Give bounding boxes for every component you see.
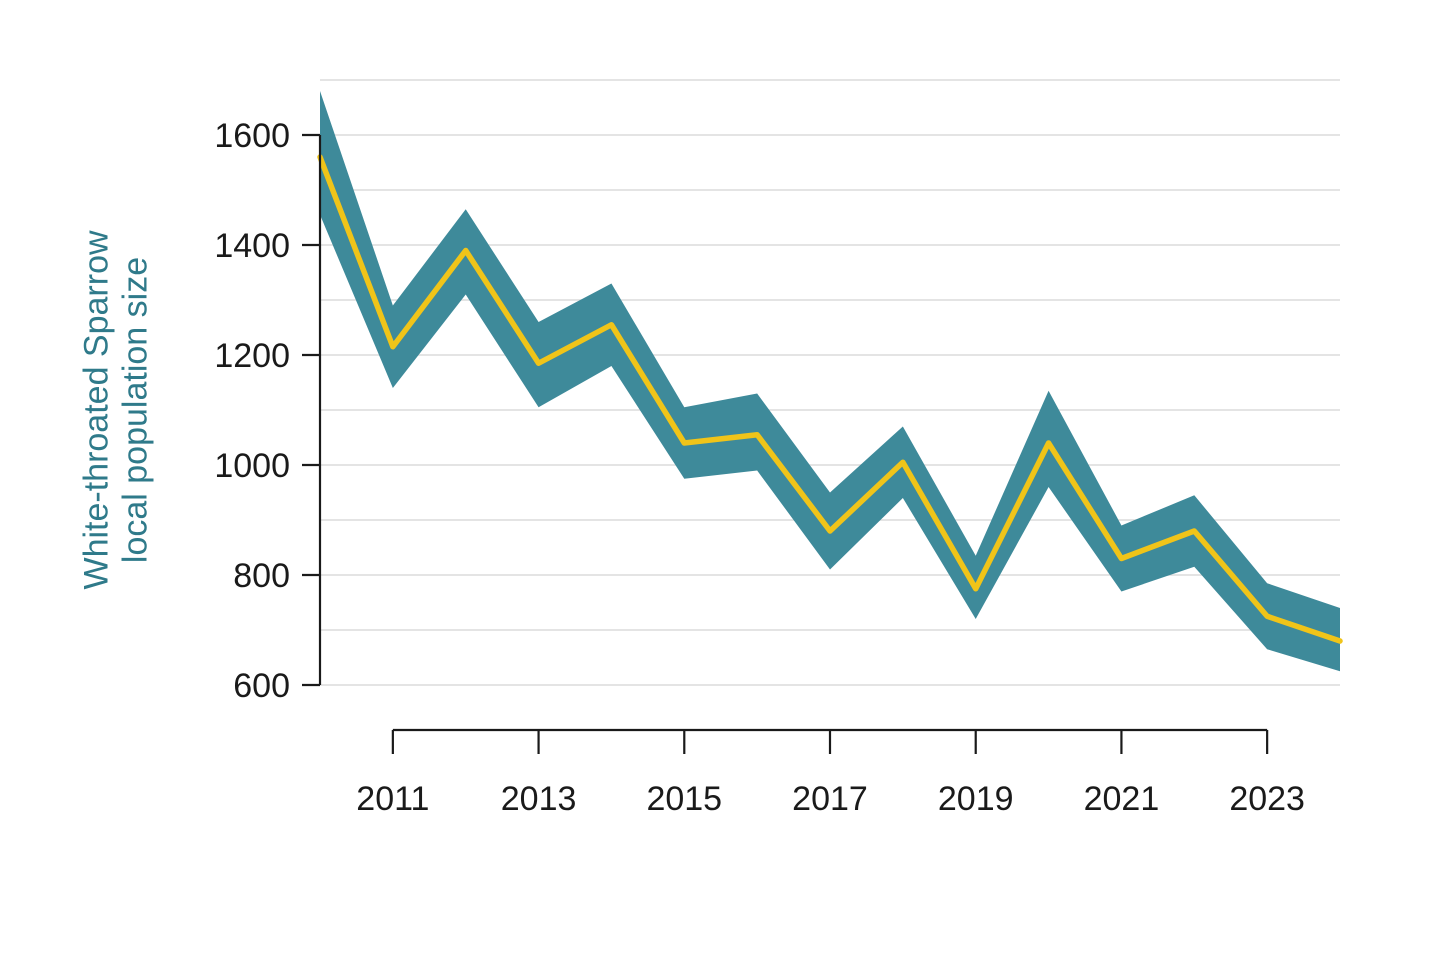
confidence-band — [320, 91, 1340, 671]
y-tick-label: 600 — [233, 667, 290, 705]
x-tick-label: 2011 — [356, 780, 429, 818]
y-axis: 600 800 1000 1200 1400 1600 — [214, 117, 320, 705]
population-chart: 6008001000120014001600 20112013201520172… — [0, 0, 1440, 960]
y-axis-label: White-throated Sparrow local population … — [77, 230, 154, 589]
x-tick-label: 2015 — [646, 780, 722, 818]
y-tick-label: 800 — [233, 557, 290, 595]
grid — [320, 80, 1340, 685]
x-tick-label: 2021 — [1084, 780, 1160, 818]
y-tick-label: 1600 — [214, 117, 290, 155]
chart-container: 6008001000120014001600 20112013201520172… — [0, 0, 1440, 960]
y-tick-label: 1400 — [214, 227, 290, 265]
y-axis-label-line1: White-throated Sparrow — [77, 230, 115, 589]
y-tick-label: 1200 — [214, 337, 290, 375]
x-axis: 2011 2013 2015 2017 2019 2021 2023 — [356, 730, 1305, 818]
x-tick-label: 2013 — [501, 780, 577, 818]
y-axis-label-line2: local population size — [116, 257, 154, 563]
x-tick-label: 2017 — [792, 780, 868, 818]
x-tick-label: 2023 — [1229, 780, 1305, 818]
y-tick-label: 1000 — [214, 447, 290, 485]
x-tick-label: 2019 — [938, 780, 1014, 818]
